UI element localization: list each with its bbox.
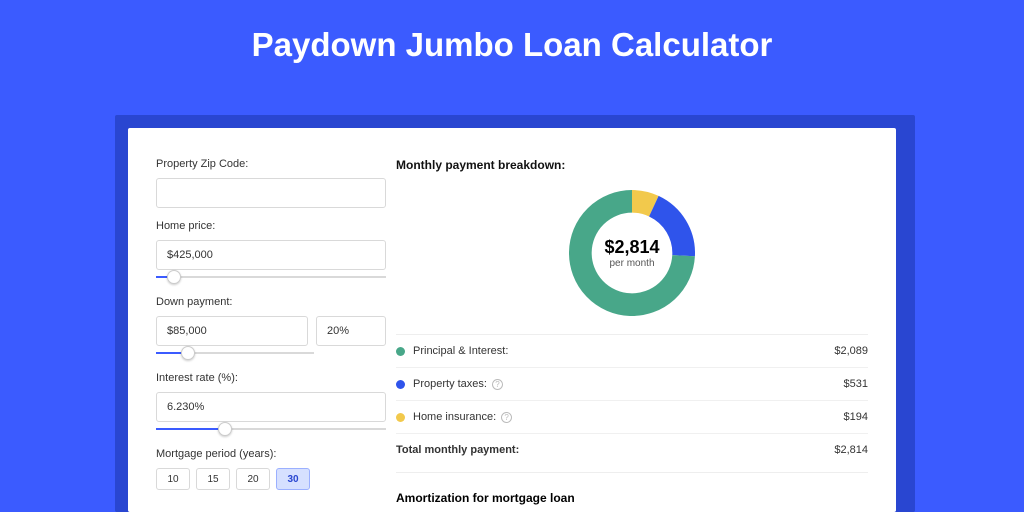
- interest-label: Interest rate (%):: [156, 372, 386, 384]
- legend-row-principal_interest: Principal & Interest:$2,089: [396, 335, 868, 368]
- total-label: Total monthly payment:: [396, 444, 834, 456]
- period-options: 10 15 20 30: [156, 468, 386, 490]
- zip-label: Property Zip Code:: [156, 158, 386, 170]
- breakdown-heading: Monthly payment breakdown:: [396, 128, 868, 182]
- legend-value: $194: [844, 411, 868, 423]
- home-price-input[interactable]: $425,000: [156, 240, 386, 270]
- interest-slider[interactable]: [156, 422, 386, 436]
- home-price-label: Home price:: [156, 220, 386, 232]
- legend-row-total: Total monthly payment:$2,814: [396, 434, 868, 466]
- amortization-heading: Amortization for mortgage loan: [396, 472, 868, 512]
- interest-group: Interest rate (%): 6.230%: [156, 372, 386, 436]
- donut-permonth: per month: [609, 258, 654, 269]
- period-btn-30[interactable]: 30: [276, 468, 310, 490]
- legend-dot: [396, 380, 405, 389]
- home-price-slider[interactable]: [156, 270, 386, 284]
- donut-container: $2,814 per month: [396, 182, 868, 334]
- slider-thumb[interactable]: [218, 422, 232, 436]
- slider-thumb[interactable]: [167, 270, 181, 284]
- down-payment-group: Down payment: $85,000 20%: [156, 296, 386, 360]
- interest-input[interactable]: 6.230%: [156, 392, 386, 422]
- page-title: Paydown Jumbo Loan Calculator: [0, 0, 1024, 86]
- period-btn-15[interactable]: 15: [196, 468, 230, 490]
- down-payment-slider[interactable]: [156, 346, 314, 360]
- legend-value: $531: [844, 378, 868, 390]
- legend-row-home_insurance: Home insurance:?$194: [396, 401, 868, 434]
- legend-label: Property taxes:?: [413, 378, 844, 390]
- calculator-card: Property Zip Code: Home price: $425,000 …: [128, 128, 896, 512]
- legend-label: Principal & Interest:: [413, 345, 834, 357]
- home-price-group: Home price: $425,000: [156, 220, 386, 284]
- down-payment-label: Down payment:: [156, 296, 386, 308]
- down-payment-input[interactable]: $85,000: [156, 316, 308, 346]
- legend-row-property_taxes: Property taxes:?$531: [396, 368, 868, 401]
- info-icon[interactable]: ?: [492, 379, 503, 390]
- total-value: $2,814: [834, 444, 868, 456]
- period-btn-10[interactable]: 10: [156, 468, 190, 490]
- zip-group: Property Zip Code:: [156, 158, 386, 208]
- legend-dot: [396, 413, 405, 422]
- legend: Principal & Interest:$2,089Property taxe…: [396, 334, 868, 466]
- down-payment-pct-input[interactable]: 20%: [316, 316, 386, 346]
- legend-label: Home insurance:?: [413, 411, 844, 423]
- slider-track: [156, 276, 386, 278]
- period-label: Mortgage period (years):: [156, 448, 386, 460]
- zip-input[interactable]: [156, 178, 386, 208]
- legend-value: $2,089: [834, 345, 868, 357]
- period-group: Mortgage period (years): 10 15 20 30: [156, 448, 386, 490]
- info-icon[interactable]: ?: [501, 412, 512, 423]
- donut-center: $2,814 per month: [569, 190, 695, 316]
- donut-chart: $2,814 per month: [569, 190, 695, 316]
- donut-amount: $2,814: [604, 237, 659, 258]
- period-btn-20[interactable]: 20: [236, 468, 270, 490]
- slider-thumb[interactable]: [181, 346, 195, 360]
- legend-dot: [396, 347, 405, 356]
- results-panel: Monthly payment breakdown: $2,814 per mo…: [396, 128, 896, 512]
- slider-fill: [156, 428, 225, 430]
- form-panel: Property Zip Code: Home price: $425,000 …: [128, 128, 396, 512]
